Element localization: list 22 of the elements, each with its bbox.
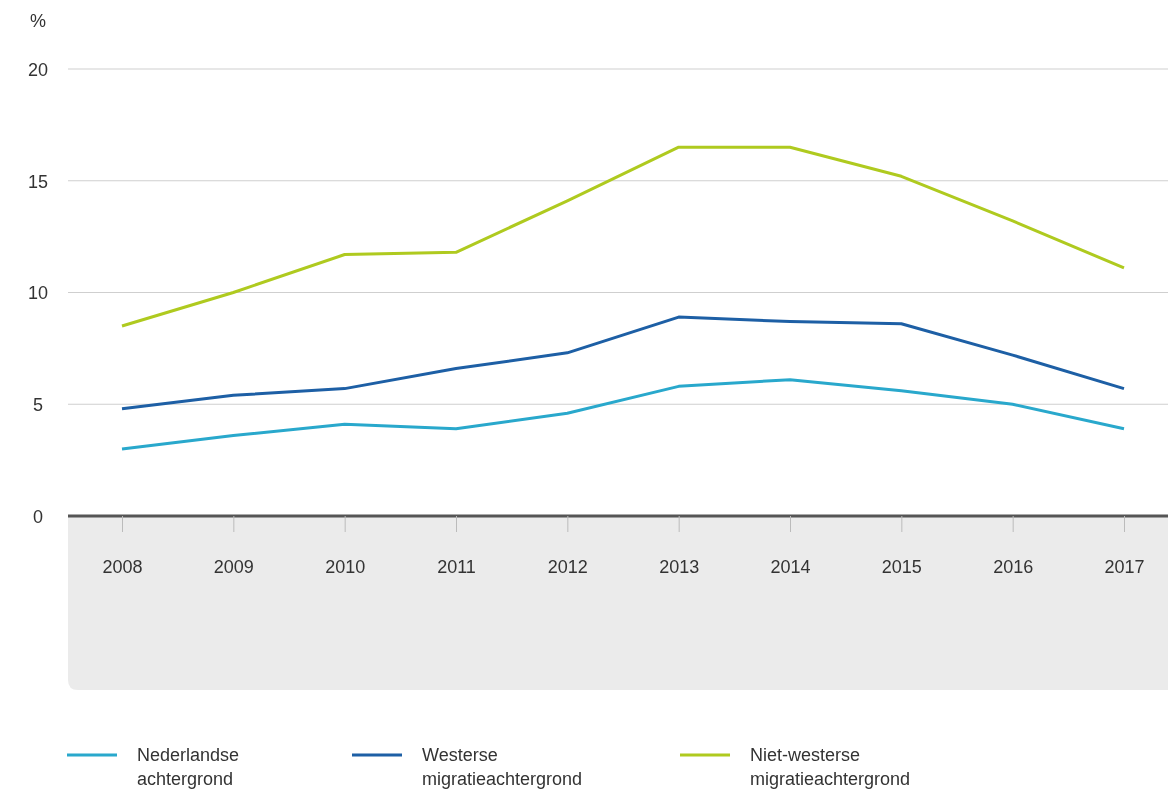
y-tick-label: 10: [27, 283, 49, 304]
x-tick-label: 2016: [993, 556, 1034, 577]
y-tick-label: 20: [27, 59, 49, 80]
line-series: [120, 145, 1126, 328]
x-tick-label: 2017: [1104, 556, 1145, 577]
x-tick-label: 2008: [102, 556, 143, 577]
legend-label: Nederlandse achtergrond: [137, 745, 240, 789]
x-tick-label: 2010: [325, 556, 366, 577]
legend-label: Westerse migratieachtergrond: [422, 745, 583, 789]
x-tick-label: 2009: [213, 556, 254, 577]
line-series: [120, 315, 1126, 411]
y-tick-label: 5: [32, 395, 44, 416]
x-tick-label: 2011: [437, 556, 476, 577]
legend-label: Niet-westerse migratieachtergrond: [750, 745, 911, 789]
y-axis-title: %: [30, 11, 47, 31]
y-tick-label: 15: [27, 171, 49, 192]
x-tick-label: 2014: [770, 556, 811, 577]
x-tick-label: 2013: [659, 556, 700, 577]
x-tick-label: 2015: [881, 556, 922, 577]
line-series: [120, 378, 1126, 451]
x-tick-label: 2012: [547, 556, 588, 577]
y-tick-label: 0: [32, 506, 44, 527]
